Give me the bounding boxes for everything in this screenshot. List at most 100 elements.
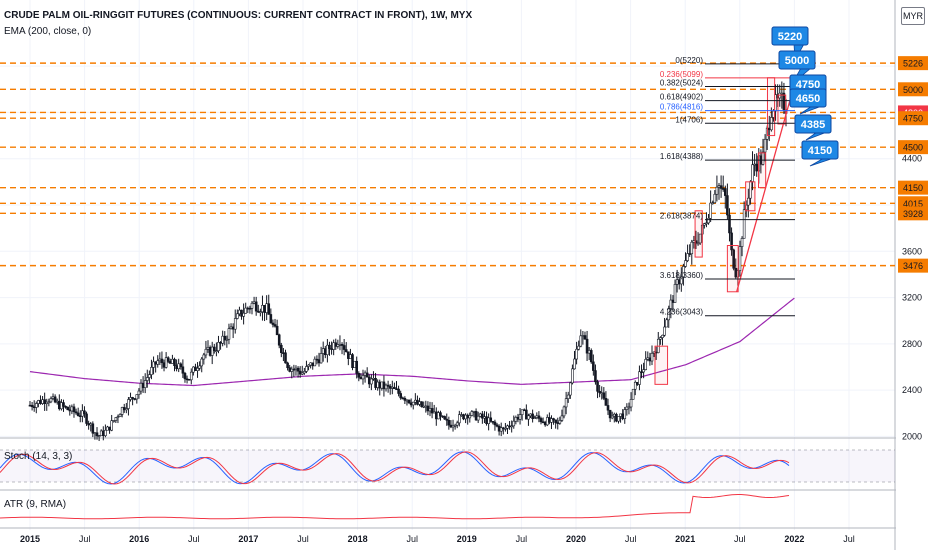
candle [347, 351, 350, 366]
callout-box [789, 88, 827, 108]
candle [558, 416, 562, 425]
candle-body [129, 397, 132, 400]
candle [171, 354, 174, 364]
candle [726, 183, 729, 220]
callout-label: 4150 [808, 145, 832, 157]
candle-body [152, 361, 155, 368]
candle-body [504, 428, 507, 430]
candle-body [34, 403, 38, 408]
candle-body [619, 413, 622, 417]
candle [183, 371, 187, 383]
candle-body [290, 368, 294, 372]
candle-body [487, 417, 490, 424]
candle-body [684, 260, 687, 267]
candle-body [53, 396, 57, 403]
candle-body [254, 301, 258, 312]
candle-body [156, 360, 160, 365]
candle-body [30, 404, 34, 408]
candle [363, 370, 367, 383]
candle-body [428, 408, 432, 412]
candle [673, 279, 677, 303]
candle [321, 341, 325, 362]
currency-label[interactable]: MYR [901, 7, 925, 25]
candle-body [566, 394, 570, 399]
fibonacci-tool: 0(5220) 0.236(5099)0.382(5024) 0.618(4902)… [660, 56, 795, 317]
candle [562, 405, 566, 419]
candle [353, 360, 356, 368]
price-level-tag-label: 5000 [903, 85, 923, 95]
candle [401, 396, 405, 400]
candle [763, 134, 767, 162]
candle-body [177, 363, 180, 370]
candle-body [169, 361, 172, 364]
candle-body [288, 367, 291, 372]
candle-body [183, 372, 187, 380]
candle-body [39, 400, 42, 404]
candle [290, 366, 294, 379]
time-axis[interactable]: 2015 Jul 2016 Jul 2017 Jul 2018 Jul 2019 Jul 2020 J… [20, 534, 855, 544]
candle-body [499, 427, 503, 432]
candle [581, 330, 585, 345]
candle-body [284, 352, 287, 364]
candle [391, 380, 394, 395]
candle-body [225, 338, 229, 341]
candle-body [562, 406, 566, 417]
candle [533, 415, 537, 420]
candle [74, 408, 78, 415]
candle-body [742, 209, 746, 239]
candle-body [763, 138, 767, 153]
candle-body [344, 349, 348, 353]
candle-body [730, 232, 733, 251]
candle [520, 409, 524, 421]
candle-body [393, 386, 396, 390]
candle [696, 232, 700, 246]
candle [225, 335, 229, 348]
fib-level-label: 0(5220) [675, 56, 703, 65]
candle-body [125, 408, 128, 411]
candle-body [598, 390, 601, 394]
candle [439, 410, 442, 421]
candle [34, 401, 38, 414]
candle [39, 395, 42, 405]
candle [118, 413, 122, 417]
candle [556, 417, 560, 430]
candle [97, 434, 101, 442]
price-axis[interactable]: 2000240028003200360040004400480052005226… [896, 0, 932, 550]
candle [485, 411, 488, 426]
candle [139, 379, 143, 395]
candle-body [707, 218, 710, 224]
candle-body [458, 414, 461, 424]
candle-body [166, 357, 170, 362]
candle [300, 365, 304, 376]
candle [160, 351, 164, 369]
candle-body [114, 417, 118, 421]
candle-body [133, 398, 137, 400]
candle [313, 356, 317, 367]
candle-body [269, 314, 273, 324]
candle-body [529, 413, 532, 417]
candle-body [215, 350, 218, 353]
candle-body [631, 388, 635, 400]
candle-body [633, 381, 637, 390]
candle [267, 294, 271, 315]
candle-body [405, 399, 409, 402]
candle [462, 413, 465, 421]
callout-label: 4750 [796, 79, 820, 91]
candle-body [416, 399, 419, 405]
callout-box [794, 114, 832, 134]
candle [58, 394, 61, 411]
candle-body [309, 362, 312, 366]
time-tick-label: Jul [297, 534, 309, 544]
candle [703, 222, 706, 229]
candle [131, 396, 134, 406]
candle [430, 402, 434, 419]
candle-body [682, 266, 685, 278]
candle-body [713, 193, 717, 204]
fib-level-label: 1.618(4388) [660, 152, 703, 161]
price-level-tag-label: 3476 [903, 261, 923, 271]
time-tick-label: Jul [516, 534, 528, 544]
candle [636, 381, 639, 386]
ema-indicator-label[interactable]: EMA (200, close, 0) [4, 26, 92, 37]
candle-body [150, 367, 153, 375]
